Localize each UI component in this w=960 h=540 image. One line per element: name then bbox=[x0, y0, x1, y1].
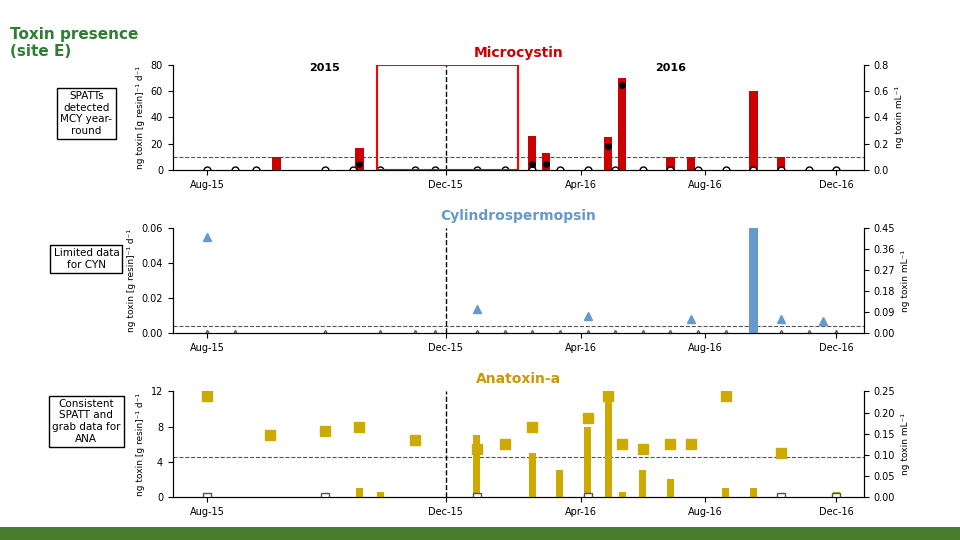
Bar bbox=[833, 492, 840, 497]
Y-axis label: ng toxin mL⁻¹: ng toxin mL⁻¹ bbox=[900, 413, 910, 475]
Bar bbox=[666, 157, 675, 170]
Bar bbox=[618, 78, 626, 170]
Bar bbox=[541, 153, 550, 170]
Bar bbox=[604, 137, 612, 170]
Bar bbox=[473, 435, 480, 497]
Text: Microcystin: Microcystin bbox=[473, 45, 564, 59]
Bar bbox=[528, 136, 537, 170]
Text: Limited data
for CYN: Limited data for CYN bbox=[54, 248, 119, 270]
Bar bbox=[376, 492, 384, 497]
Bar bbox=[777, 157, 785, 170]
Text: Cylindrospermopsin: Cylindrospermopsin bbox=[441, 209, 596, 223]
Text: Consistent
SPATT and
grab data for
ANA: Consistent SPATT and grab data for ANA bbox=[52, 399, 121, 443]
Bar bbox=[605, 396, 612, 497]
Text: 2016: 2016 bbox=[655, 63, 686, 73]
Y-axis label: ng toxin mL⁻¹: ng toxin mL⁻¹ bbox=[895, 86, 903, 148]
Y-axis label: ng toxin [g resin]⁻¹ d⁻¹: ng toxin [g resin]⁻¹ d⁻¹ bbox=[127, 230, 136, 332]
Bar bbox=[722, 488, 730, 497]
Text: SPATTs
detected
MCY year-
round: SPATTs detected MCY year- round bbox=[60, 91, 112, 136]
Bar bbox=[750, 488, 756, 497]
Bar bbox=[557, 470, 564, 497]
Text: Toxin presence
(site E): Toxin presence (site E) bbox=[10, 27, 138, 59]
Bar bbox=[749, 228, 757, 334]
Y-axis label: ng toxin [g resin]⁻¹ d⁻¹: ng toxin [g resin]⁻¹ d⁻¹ bbox=[136, 393, 145, 496]
Bar bbox=[356, 488, 363, 497]
Bar bbox=[667, 479, 674, 497]
Bar bbox=[618, 492, 626, 497]
Text: 2015: 2015 bbox=[309, 63, 340, 73]
Bar bbox=[355, 148, 364, 170]
Y-axis label: ng toxin mL⁻¹: ng toxin mL⁻¹ bbox=[900, 250, 910, 312]
Bar bbox=[749, 91, 757, 170]
Y-axis label: ng toxin [g resin]⁻¹ d⁻¹: ng toxin [g resin]⁻¹ d⁻¹ bbox=[136, 66, 145, 169]
Bar bbox=[687, 157, 695, 170]
Bar bbox=[639, 470, 646, 497]
Bar bbox=[273, 157, 280, 170]
Text: Anatoxin-a: Anatoxin-a bbox=[476, 372, 561, 386]
Bar bbox=[584, 427, 591, 497]
Bar bbox=[529, 453, 536, 497]
